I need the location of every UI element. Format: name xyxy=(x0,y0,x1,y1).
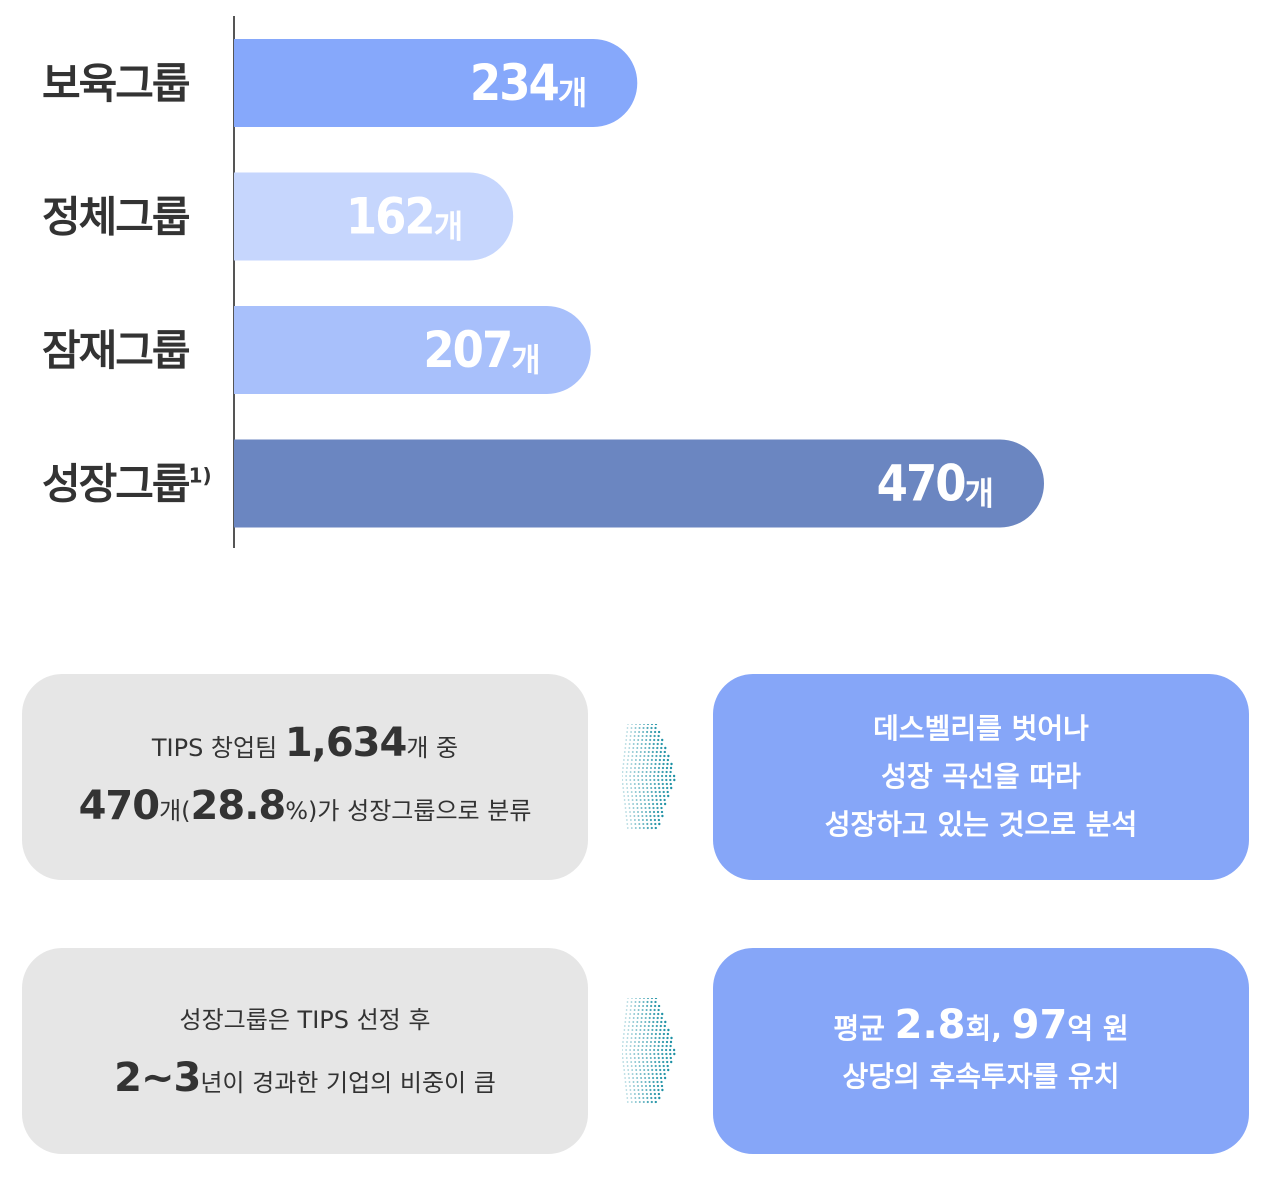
highlight-number: 2.8 xyxy=(894,1002,966,1048)
text-segment: TIPS 창업팀 xyxy=(151,734,285,762)
category-label-3: 잠재그룹 xyxy=(42,326,190,375)
text-segment: 데스벨리를 벗어나 xyxy=(873,712,1089,745)
value-label-4: 470개 xyxy=(877,455,994,513)
value-label-2: 162개 xyxy=(346,188,463,246)
summary-left-box-2: 성장그룹은 TIPS 선정 후 2~3년이 경과한 기업의 비중이 큼 xyxy=(22,948,588,1154)
text-segment: 성장하고 있는 것으로 분석 xyxy=(824,808,1138,841)
text-segment: 성장그룹은 TIPS 선정 후 xyxy=(179,1005,431,1034)
category-label-4: 성장그룹1) xyxy=(42,460,212,509)
right-1-line-2: 성장 곡선을 따라 xyxy=(881,753,1081,801)
text-segment: 억 원 xyxy=(1067,1012,1129,1045)
value-label-3: 207개 xyxy=(423,321,540,379)
highlight-number: 28.8 xyxy=(190,783,287,829)
highlight-number: 470 xyxy=(78,783,160,829)
text-segment: 상당의 후속투자를 유치 xyxy=(842,1060,1120,1093)
text-segment: 평균 xyxy=(833,1012,895,1045)
text-segment: 개( xyxy=(159,797,191,825)
arrow-icon-2 xyxy=(622,998,676,1104)
right-2-line-1: 평균 2.8회, 97억 원 xyxy=(833,1001,1128,1053)
bar-3 xyxy=(234,306,591,394)
text-segment: 개 중 xyxy=(406,734,459,762)
text-segment: 년이 경과한 기업의 비중이 큼 xyxy=(200,1068,496,1097)
bar-2 xyxy=(234,172,514,261)
text-segment: %)가 성장그룹으로 분류 xyxy=(285,797,532,825)
highlight-number: 2~3 xyxy=(114,1054,201,1101)
category-label-1: 보육그룹 xyxy=(42,59,190,108)
text-segment: 성장 곡선을 따라 xyxy=(881,760,1081,793)
highlight-number: 1,634 xyxy=(284,720,408,766)
bar-4 xyxy=(234,439,1044,528)
bar-1 xyxy=(234,39,638,127)
right-2-line-2: 상당의 후속투자를 유치 xyxy=(842,1053,1119,1101)
category-label-2: 정체그룹 xyxy=(42,193,190,242)
right-1-line-1: 데스벨리를 벗어나 xyxy=(873,705,1089,753)
summary-left-box-1: TIPS 창업팀 1,634개 중 470개(28.8%)가 성장그룹으로 분류 xyxy=(22,674,588,880)
left-1-line-1: TIPS 창업팀 1,634개 중 xyxy=(152,714,458,777)
text-segment: 회, xyxy=(965,1012,1012,1045)
left-1-line-2: 470개(28.8%)가 성장그룹으로 분류 xyxy=(79,777,532,840)
value-label-1: 234개 xyxy=(470,54,587,112)
arrow-icon-1 xyxy=(622,724,676,830)
highlight-number: 97 xyxy=(1011,1002,1068,1048)
footnote-marker: 1) xyxy=(189,464,212,488)
left-2-line-2: 2~3년이 경과한 기업의 비중이 큼 xyxy=(114,1049,496,1112)
left-2-line-1: 성장그룹은 TIPS 선정 후 xyxy=(180,991,431,1049)
right-1-line-3: 성장하고 있는 것으로 분석 xyxy=(825,801,1138,849)
